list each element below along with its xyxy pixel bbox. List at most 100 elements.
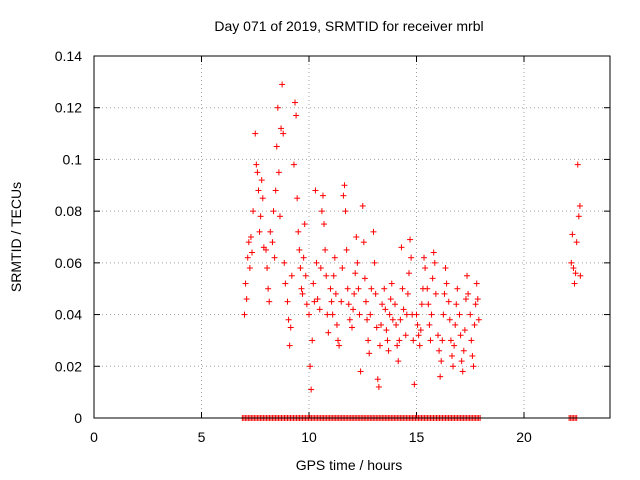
data-point — [404, 290, 411, 297]
data-point — [361, 275, 368, 282]
data-point — [443, 280, 450, 287]
data-point — [458, 358, 465, 365]
data-point — [282, 280, 289, 287]
data-point — [574, 161, 581, 168]
data-point — [570, 265, 577, 272]
data-point — [388, 280, 395, 287]
data-point — [402, 332, 409, 339]
data-point — [382, 306, 389, 313]
data-point — [246, 265, 253, 272]
data-point — [447, 337, 454, 344]
data-point — [393, 321, 400, 328]
data-point — [398, 244, 405, 251]
data-point — [249, 249, 256, 256]
data-point — [384, 337, 391, 344]
data-point — [342, 208, 349, 215]
data-point — [372, 290, 379, 297]
data-point — [373, 324, 380, 331]
data-point — [319, 192, 326, 199]
data-point — [256, 228, 263, 235]
data-point — [407, 236, 414, 243]
y-tick-label: 0.06 — [55, 255, 82, 271]
x-tick-label: 10 — [301, 429, 317, 445]
data-point — [310, 280, 317, 287]
data-point — [355, 285, 362, 292]
data-point — [264, 265, 271, 272]
x-axis-label: GPS time / hours — [296, 457, 403, 473]
data-point — [385, 347, 392, 354]
data-point — [314, 296, 321, 303]
data-point — [456, 311, 463, 318]
plot-frame — [93, 55, 611, 419]
data-point — [453, 301, 460, 308]
data-point — [327, 285, 334, 292]
data-point — [243, 296, 250, 303]
data-point — [474, 296, 481, 303]
data-point — [258, 177, 265, 184]
data-point — [353, 234, 360, 240]
data-point — [471, 321, 478, 328]
data-point — [437, 373, 444, 380]
data-point — [245, 239, 252, 246]
data-point — [374, 376, 381, 383]
data-point — [459, 368, 466, 375]
data-point — [298, 285, 305, 292]
data-point — [267, 228, 274, 235]
data-point — [410, 337, 417, 344]
chart-title: Day 071 of 2019, SRMTID for receiver mrb… — [214, 18, 483, 34]
data-point — [281, 259, 288, 266]
data-point — [469, 352, 476, 359]
data-point — [378, 321, 385, 328]
data-point — [271, 254, 278, 261]
data-point — [387, 296, 394, 303]
y-tick-labels: 0 0.02 0.04 0.06 0.08 0.1 0.12 0.14 — [55, 48, 82, 426]
data-point — [572, 270, 579, 277]
data-point — [295, 228, 302, 235]
data-point — [427, 337, 434, 344]
data-point — [287, 324, 294, 331]
data-point — [430, 249, 437, 256]
data-point — [331, 254, 338, 261]
data-point — [403, 311, 410, 318]
data-point — [265, 285, 272, 292]
data-point — [339, 265, 346, 272]
data-point — [394, 342, 401, 349]
data-point — [360, 239, 367, 246]
data-point — [303, 301, 310, 308]
y-tick-label: 0 — [74, 410, 82, 426]
data-point — [247, 234, 254, 240]
data-point — [345, 301, 352, 308]
data-point — [285, 316, 292, 323]
data-point — [364, 316, 371, 323]
data-point — [381, 285, 388, 292]
data-point — [396, 337, 403, 344]
data-point — [424, 285, 431, 292]
data-point — [389, 316, 396, 323]
data-point — [335, 337, 342, 344]
grid-lines — [94, 56, 610, 418]
data-point — [296, 246, 303, 253]
data-point — [422, 265, 429, 272]
x-tick-label: 0 — [90, 429, 98, 445]
data-point — [252, 130, 259, 137]
data-point — [431, 259, 438, 266]
data-point — [468, 337, 475, 344]
data-point — [266, 298, 273, 305]
data-point — [311, 298, 318, 305]
data-point — [257, 213, 264, 220]
x-tick-label: 20 — [516, 429, 532, 445]
axes — [93, 55, 610, 419]
data-point — [397, 316, 404, 323]
data-point — [470, 363, 477, 370]
data-point — [307, 363, 314, 370]
y-tick-label: 0.12 — [55, 100, 82, 116]
data-point — [270, 208, 277, 215]
y-tick-label: 0.14 — [55, 48, 82, 64]
data-point — [405, 270, 412, 277]
y-tick-label: 0.02 — [55, 358, 82, 374]
data-point — [263, 246, 269, 253]
data-point — [395, 358, 402, 365]
data-point — [312, 187, 319, 194]
data-point — [576, 202, 583, 209]
data-point — [317, 265, 324, 272]
